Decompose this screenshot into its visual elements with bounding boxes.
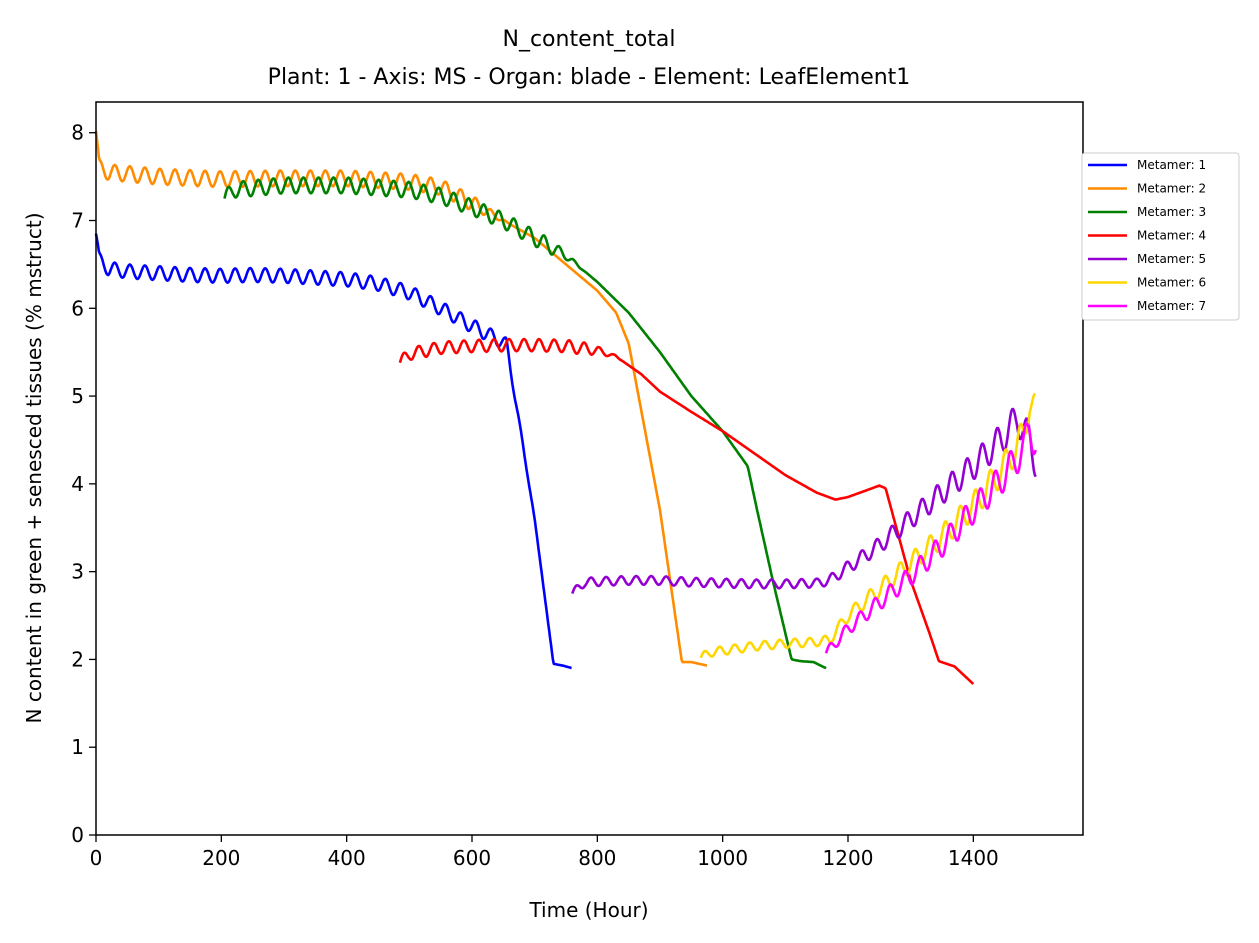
chart-title: N_content_total [503, 27, 676, 52]
y-tick-label: 5 [71, 384, 84, 408]
y-tick-label: 0 [71, 823, 84, 847]
y-tick-label: 2 [71, 647, 84, 671]
x-tick-label: 200 [202, 846, 240, 870]
x-tick-label: 0 [90, 846, 103, 870]
y-axis-label: N content in green + senesced tissues (%… [22, 213, 46, 724]
legend-frame [1081, 152, 1240, 321]
legend-label: Metamer: 4 [1137, 229, 1206, 243]
series-line-metamer-3 [223, 176, 827, 670]
legend: Metamer: 1 Metamer: 2 Metamer: 3 Metamer: 4… [1081, 152, 1240, 321]
legend-label: Metamer: 7 [1137, 299, 1206, 313]
y-axis: 0 1 2 3 4 5 6 7 8 [71, 121, 96, 847]
y-tick-label: 1 [71, 735, 84, 759]
x-tick-label: 600 [453, 846, 491, 870]
legend-label: Metamer: 2 [1137, 182, 1206, 196]
x-tick-label: 1200 [823, 846, 874, 870]
y-tick-label: 4 [71, 472, 84, 496]
x-tick-label: 1000 [697, 846, 748, 870]
series-line-metamer-7 [824, 422, 1037, 654]
series-line-metamer-2 [94, 130, 708, 667]
x-tick-label: 800 [578, 846, 616, 870]
x-axis: 0 200 400 600 800 1000 1200 1400 [90, 835, 999, 870]
y-tick-label: 6 [71, 296, 84, 320]
series-line-metamer-6 [699, 393, 1037, 659]
series-line-metamer-1 [94, 233, 572, 670]
series-line-metamer-5 [571, 407, 1037, 595]
x-axis-label: Time (Hour) [528, 898, 648, 922]
chart-subtitle: Plant: 1 - Axis: MS - Organ: blade - Ele… [268, 65, 911, 90]
y-tick-label: 7 [71, 209, 84, 233]
plot-frame [95, 101, 1084, 836]
series-line-metamer-4 [398, 337, 975, 685]
legend-label: Metamer: 6 [1137, 276, 1206, 290]
legend-label: Metamer: 3 [1137, 205, 1206, 219]
legend-label: Metamer: 5 [1137, 252, 1206, 266]
x-tick-label: 400 [328, 846, 366, 870]
y-tick-label: 8 [71, 121, 84, 145]
y-tick-label: 3 [71, 560, 84, 584]
legend-label: Metamer: 1 [1137, 158, 1206, 172]
x-tick-label: 1400 [948, 846, 999, 870]
plot-area [94, 130, 1037, 685]
